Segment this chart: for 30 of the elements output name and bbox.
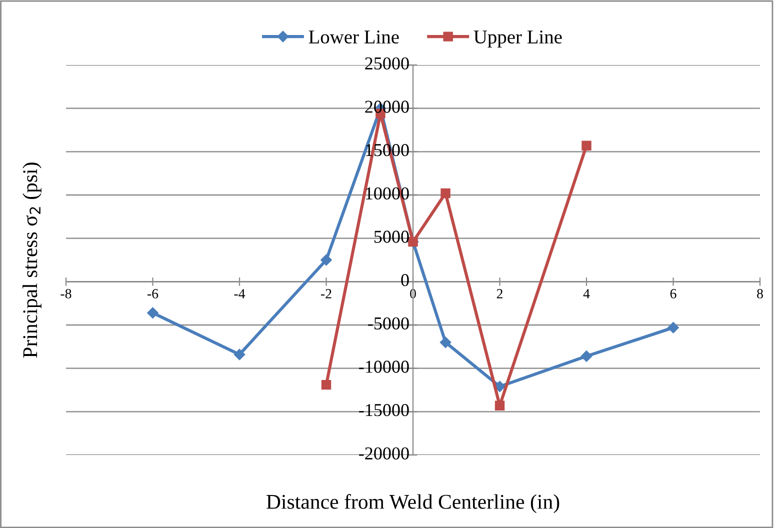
y-tick-label: -20000 [359,447,409,460]
x-tick-label: 4 [583,289,590,298]
x-tick-label: -6 [147,289,158,298]
x-tick-label: 2 [496,289,502,298]
y-tick-label: -15000 [359,404,409,416]
y-tick-label: -10000 [359,360,409,373]
point [582,140,592,150]
y-tick-label: 0 [401,274,409,286]
point [320,254,332,266]
point [321,380,332,390]
point [668,322,679,334]
x-tick-label: -4 [234,289,246,298]
y-tick-label: 25000 [365,57,409,70]
point [440,336,452,348]
legend-label: Upper Line [474,30,562,48]
y-tick-label: -5000 [368,317,409,330]
x-tick-label: -8 [60,289,72,298]
point [580,350,592,362]
point [147,307,158,318]
x-axis-title: Distance from Weld Centerline (in) [266,494,560,514]
legend-label: Lower Line [308,30,399,44]
x-tick-label: -2 [320,289,332,298]
point [234,348,246,360]
x-tick-label: 6 [670,289,676,298]
point [440,188,450,198]
x-tick-label: 8 [757,289,763,298]
y-tick-label: 5000 [374,230,409,243]
x-tick-label: 0 [410,289,416,298]
y-axis-title: Principal stress σ$_{2}$ (psi) [22,162,42,358]
point [494,400,505,410]
